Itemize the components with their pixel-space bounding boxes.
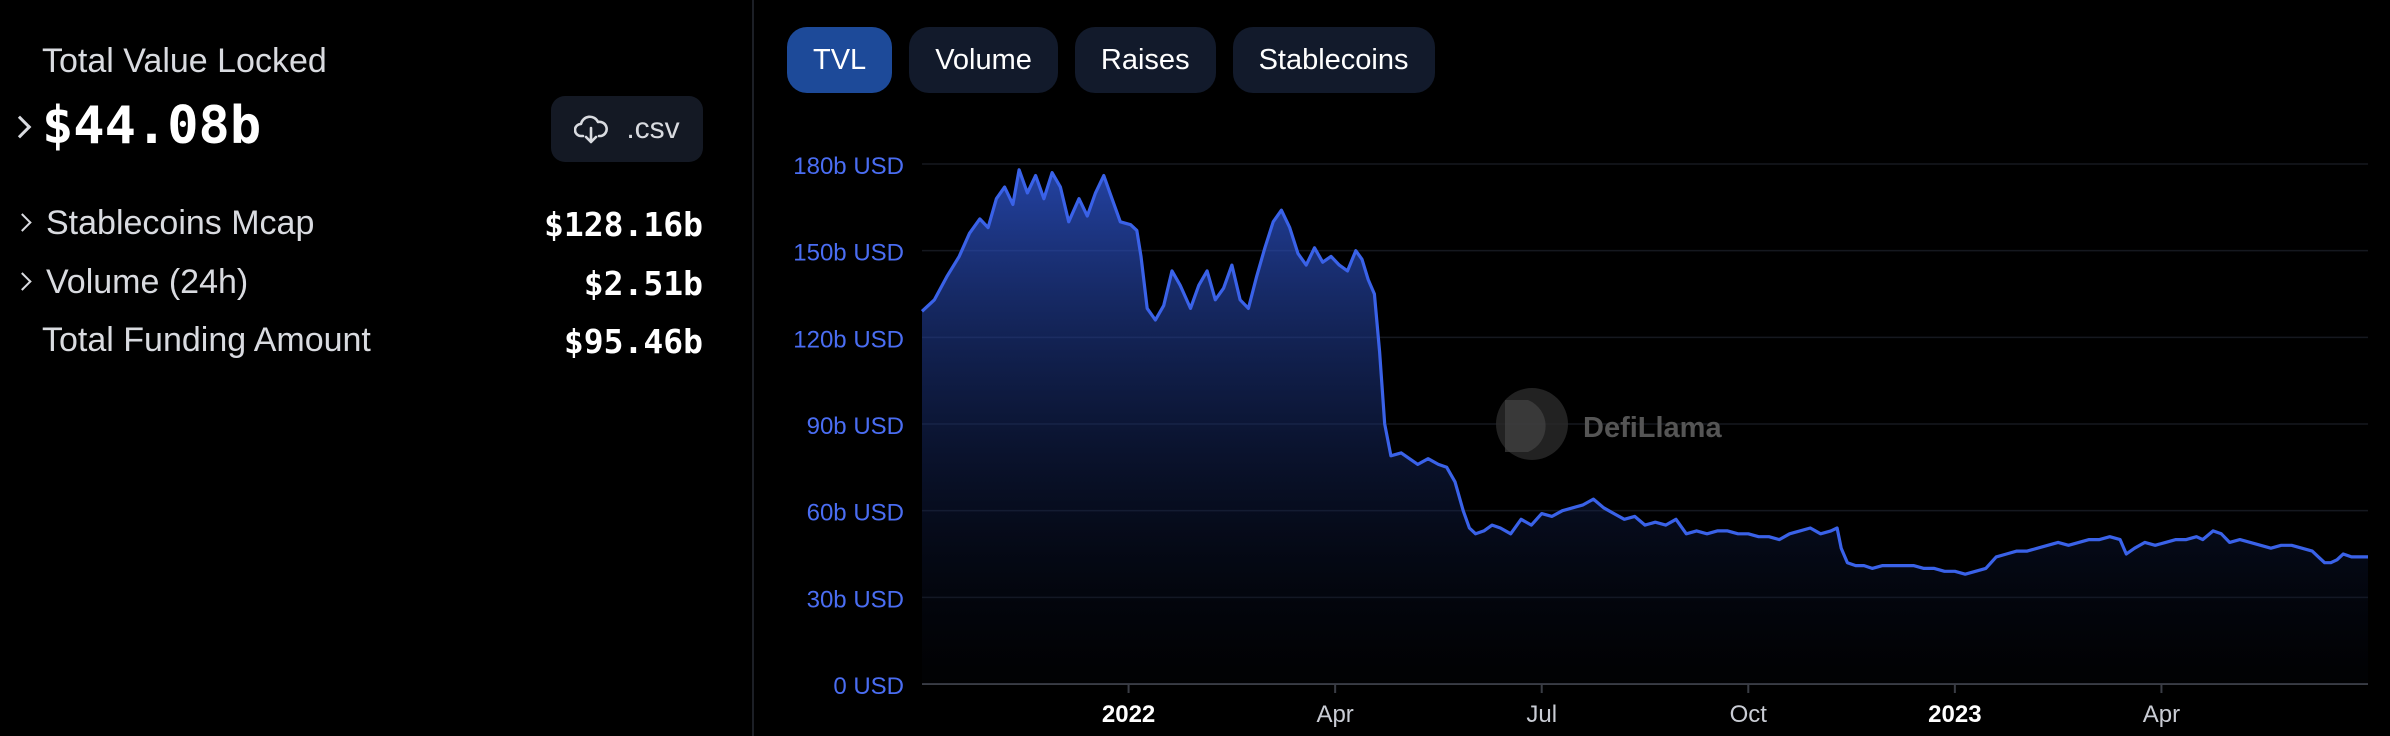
y-tick-label: 60b USD bbox=[807, 500, 904, 527]
y-tick-label: 0 USD bbox=[833, 673, 904, 700]
stat-label: Volume (24h) bbox=[46, 263, 249, 301]
x-tick-label: 2022 bbox=[1102, 701, 1155, 728]
tab-stablecoins[interactable]: Stablecoins bbox=[1232, 27, 1435, 93]
x-tick-label: Oct bbox=[1730, 701, 1768, 728]
tab-tvl[interactable]: TVL bbox=[787, 27, 893, 93]
download-csv-button[interactable]: .csv bbox=[551, 96, 703, 162]
tab-raises[interactable]: Raises bbox=[1074, 27, 1216, 93]
y-tick-label: 120b USD bbox=[793, 326, 904, 353]
chevron-right-icon bbox=[13, 213, 32, 232]
csv-label: .csv bbox=[626, 112, 680, 145]
y-tick-label: 180b USD bbox=[793, 153, 904, 180]
x-tick-label: Apr bbox=[1316, 701, 1353, 728]
tvl-value: $44.08b bbox=[42, 96, 262, 156]
chevron-right-icon bbox=[13, 272, 32, 291]
stat-value: $95.46b bbox=[563, 322, 703, 361]
x-tick-label: Jul bbox=[1526, 701, 1557, 728]
stat-label: Stablecoins Mcap bbox=[46, 204, 315, 242]
x-tick-label: 2023 bbox=[1928, 701, 1981, 728]
y-tick-label: 30b USD bbox=[807, 586, 904, 613]
tab-volume[interactable]: Volume bbox=[909, 27, 1058, 93]
stat-label: Total Funding Amount bbox=[42, 321, 371, 359]
stat-value: $2.51b bbox=[583, 264, 703, 303]
summary-panel: Total Value Locked $44.08b .csv Stableco… bbox=[0, 0, 752, 736]
cloud-download-icon bbox=[574, 115, 609, 144]
y-tick-label: 90b USD bbox=[807, 413, 904, 440]
watermark-label: DefiLlama bbox=[1583, 412, 1722, 444]
tvl-area bbox=[922, 169, 2368, 685]
panel-divider bbox=[752, 0, 754, 736]
y-tick-label: 150b USD bbox=[793, 240, 904, 267]
watermark: DefiLlama bbox=[1496, 388, 1722, 460]
tvl-line bbox=[920, 168, 2368, 576]
expand-tvl-chevron-icon[interactable] bbox=[8, 115, 32, 139]
x-tick-label: Apr bbox=[2143, 701, 2180, 728]
llama-logo-icon bbox=[1496, 388, 1568, 460]
tvl-label: Total Value Locked bbox=[42, 42, 327, 80]
stat-value: $128.16b bbox=[544, 205, 703, 244]
chart-tabs: TVL Volume Raises Stablecoins bbox=[787, 27, 1435, 93]
